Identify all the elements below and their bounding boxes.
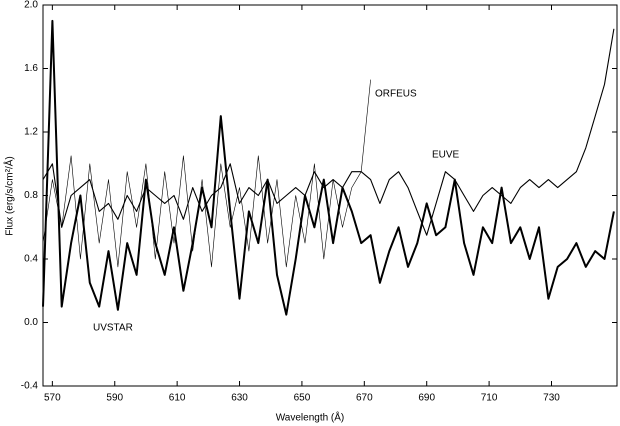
series-line	[42, 79, 371, 268]
x-tick-label: 730	[543, 393, 560, 404]
series-line	[42, 19, 615, 316]
x-tick-label: 610	[169, 393, 186, 404]
y-tick-label: -0.4	[21, 381, 39, 392]
y-tick-label: 0.4	[24, 254, 38, 265]
y-tick-label: 0.8	[24, 190, 38, 201]
x-tick-label: 650	[294, 393, 311, 404]
x-tick-label: 590	[106, 393, 123, 404]
series-label: UVSTAR	[93, 323, 133, 334]
x-tick-label: 570	[44, 393, 61, 404]
y-tick-label: 1.6	[24, 63, 38, 74]
y-tick-label: 0.0	[24, 317, 38, 328]
x-tick-label: 630	[231, 393, 248, 404]
y-axis-label: Flux (erg/s/cm²/Å)	[3, 156, 16, 235]
series-line	[42, 28, 615, 236]
x-tick-label: 710	[481, 393, 498, 404]
y-tick-label: 1.2	[24, 127, 38, 138]
series-label: EUVE	[432, 150, 460, 161]
x-tick-label: 690	[418, 393, 435, 404]
x-axis-label: Wavelength (Å)	[276, 411, 345, 424]
series-label: ORFEUS	[375, 89, 417, 100]
y-tick-label: 2.0	[24, 0, 38, 11]
x-tick-label: 670	[356, 393, 373, 404]
